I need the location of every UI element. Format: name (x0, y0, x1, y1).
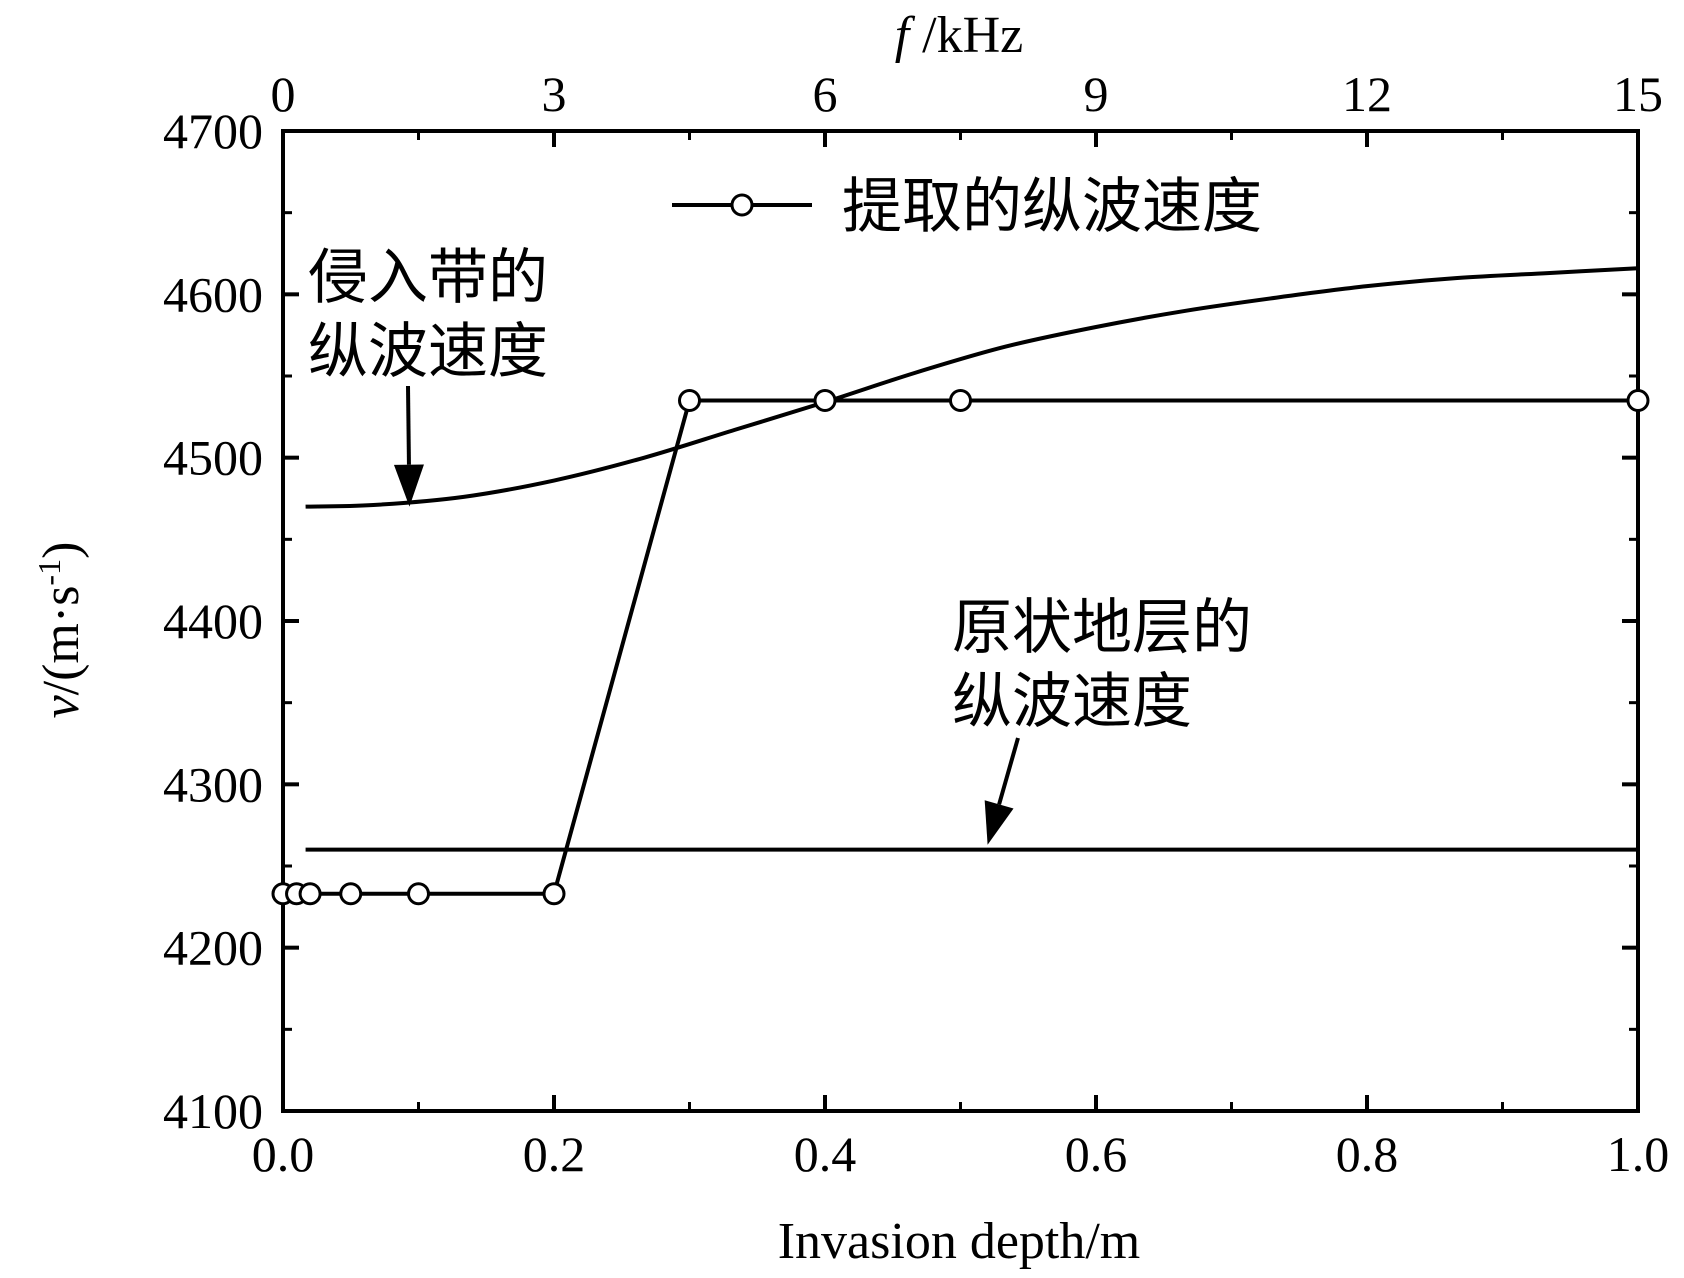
y-axis-title-close: ) (33, 542, 90, 559)
tick-labels: 0.0 0.2 0.4 0.6 0.8 1.0 0 3 6 9 12 15 4100 4200 4300 44… (163, 66, 1669, 1182)
top-tick-label: 12 (1342, 66, 1392, 122)
y-tick-label: 4400 (163, 593, 263, 649)
annotation-arrow-head (984, 800, 1014, 845)
top-tick-label: 3 (542, 66, 567, 122)
legend: 提取的纵波速度 (672, 172, 1262, 242)
axis-ticks (281, 129, 1640, 1113)
x-tick-label: 0.8 (1336, 1126, 1399, 1182)
top-tick-label: 6 (813, 66, 838, 122)
top-axis-title: f /kHz (895, 7, 1024, 64)
legend-label: 提取的纵波速度 (842, 172, 1262, 242)
annotation-text-line: 侵入带的 (308, 243, 548, 313)
y-axis-title-unit: /(m·s (33, 586, 90, 696)
y-tick-label: 4300 (163, 756, 263, 812)
top-tick-label: 9 (1084, 66, 1109, 122)
x-tick-label: 0.0 (252, 1126, 315, 1182)
data-point (339, 882, 363, 906)
data-markers (271, 389, 1650, 906)
y-tick-label: 4200 (163, 920, 263, 976)
data-point (407, 882, 430, 906)
x-axis-title: Invasion depth/m (778, 1213, 1141, 1270)
annotation-arrow-head (393, 464, 424, 507)
data-point (542, 882, 566, 906)
annotation-text-line: 原状地层的 (952, 593, 1252, 663)
data-point (298, 882, 322, 906)
y-axis-title: v/(m·s-1) (31, 542, 90, 719)
annotation-arrow-shaft (997, 737, 1020, 805)
top-tick-label: 0 (271, 66, 296, 122)
y-tick-label: 4100 (163, 1083, 263, 1139)
annotation-text-line: 纵波速度 (308, 317, 548, 387)
annotation-text-line: 纵波速度 (952, 667, 1192, 737)
y-tick-label: 4600 (163, 266, 263, 322)
x-tick-label: 0.2 (523, 1126, 586, 1182)
data-point (678, 389, 701, 412)
annotation-arrow-shaft (406, 385, 411, 465)
y-tick-label: 4500 (163, 430, 263, 486)
top-axis-title-unit: /kHz (909, 7, 1023, 64)
data-point (949, 389, 972, 412)
y-axis-title-symbol: v (33, 694, 90, 718)
legend-marker-sample (730, 193, 754, 217)
y-tick-label: 4700 (163, 103, 263, 159)
data-point (1626, 389, 1650, 412)
x-tick-label: 0.6 (1065, 1126, 1128, 1182)
top-tick-label: 15 (1613, 66, 1663, 122)
y-axis-title-sup: -1 (31, 559, 67, 586)
data-point (813, 389, 837, 412)
x-tick-label: 1.0 (1607, 1126, 1670, 1182)
x-tick-label: 0.4 (794, 1126, 857, 1182)
series-line-1 (305, 266, 1639, 509)
